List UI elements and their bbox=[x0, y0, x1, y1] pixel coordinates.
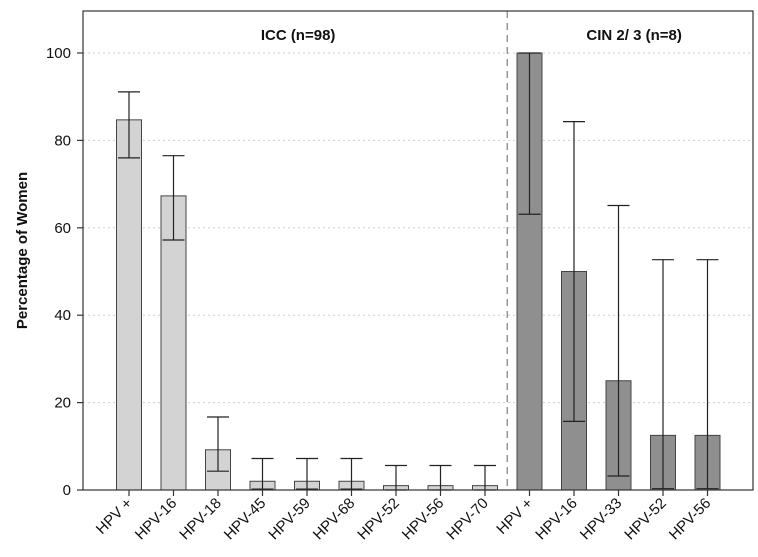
y-tick-label: 0 bbox=[63, 482, 71, 499]
x-axis: HPV +HPV-16HPV-18HPV-45HPV-59HPV-68HPV-5… bbox=[93, 490, 714, 543]
x-tick-label: HPV-16 bbox=[532, 495, 581, 544]
x-tick-label: HPV + bbox=[493, 495, 536, 538]
x-tick-label: HPV-52 bbox=[621, 495, 670, 544]
y-axis: 0 20 40 60 80 100 bbox=[46, 45, 83, 499]
x-tick-label: HPV-52 bbox=[354, 495, 403, 544]
y-tick-label: 40 bbox=[54, 307, 71, 324]
y-tick-label: 80 bbox=[54, 132, 71, 149]
x-tick-label: HPV-68 bbox=[310, 495, 359, 544]
y-tick-label: 20 bbox=[54, 395, 71, 412]
bar bbox=[116, 119, 142, 491]
x-tick-label: HPV-56 bbox=[399, 495, 448, 544]
y-tick-label: 60 bbox=[54, 220, 71, 237]
x-tick-label: HPV-70 bbox=[443, 495, 492, 544]
y-tick-label: 100 bbox=[46, 45, 71, 62]
panel-title-icc: ICC (n=98) bbox=[261, 27, 336, 44]
error-bars bbox=[118, 52, 719, 491]
bars bbox=[116, 52, 721, 491]
x-tick-label: HPV-59 bbox=[265, 495, 314, 544]
x-tick-label: HPV + bbox=[93, 495, 136, 538]
x-tick-label: HPV-18 bbox=[176, 495, 225, 544]
x-tick-label: HPV-45 bbox=[221, 495, 270, 544]
y-axis-title: Percentage of Women bbox=[14, 172, 31, 329]
plot-frame bbox=[82, 10, 754, 491]
x-tick-label: HPV-16 bbox=[132, 495, 181, 544]
x-tick-label: HPV-33 bbox=[577, 495, 626, 544]
x-tick-label: HPV-56 bbox=[666, 495, 715, 544]
gridlines bbox=[83, 52, 753, 404]
bar bbox=[160, 195, 187, 491]
panel-title-cin: CIN 2/ 3 (n=8) bbox=[586, 27, 681, 44]
